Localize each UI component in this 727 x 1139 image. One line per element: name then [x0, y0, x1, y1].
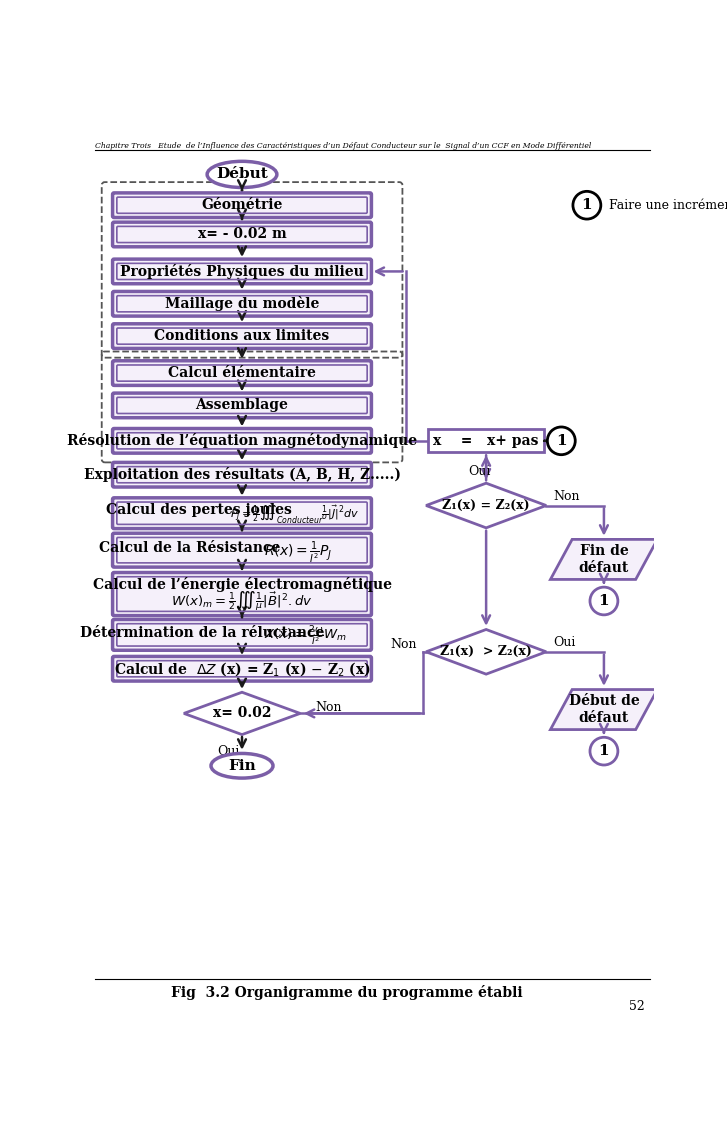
Polygon shape — [550, 540, 657, 580]
Text: Non: Non — [390, 638, 417, 650]
Text: Début de
défaut: Début de défaut — [569, 695, 639, 724]
Polygon shape — [550, 689, 657, 730]
Text: Fin de
défaut: Fin de défaut — [579, 544, 629, 574]
Text: Détermination de la réluctance: Détermination de la réluctance — [79, 626, 324, 640]
Text: $R(x) = \frac{1}{I^2} P_J$: $R(x) = \frac{1}{I^2} P_J$ — [263, 540, 332, 566]
Circle shape — [573, 191, 601, 219]
Text: x    =   x+ pas: x = x+ pas — [433, 434, 539, 448]
Polygon shape — [426, 630, 546, 674]
FancyBboxPatch shape — [113, 428, 371, 453]
Ellipse shape — [211, 754, 273, 778]
FancyBboxPatch shape — [428, 429, 545, 452]
Text: 1: 1 — [582, 198, 593, 212]
FancyBboxPatch shape — [113, 620, 371, 650]
Text: 1: 1 — [556, 434, 566, 448]
Ellipse shape — [207, 162, 277, 188]
Text: Calcul de  $\Delta Z$ (x) = Z$_1$ (x) $-$ Z$_2$ (x): Calcul de $\Delta Z$ (x) = Z$_1$ (x) $-$… — [113, 659, 370, 678]
Text: Assemblage: Assemblage — [196, 399, 289, 412]
Text: x= - 0.02 m: x= - 0.02 m — [198, 228, 286, 241]
FancyBboxPatch shape — [113, 292, 371, 317]
Text: x= 0.02: x= 0.02 — [213, 706, 271, 720]
Text: Z₁(x) = Z₂(x): Z₁(x) = Z₂(x) — [442, 499, 530, 513]
Text: Oui: Oui — [469, 465, 491, 478]
Text: Non: Non — [316, 700, 342, 714]
Circle shape — [547, 427, 575, 454]
Text: Fin: Fin — [228, 759, 256, 772]
FancyBboxPatch shape — [113, 656, 371, 681]
Text: $X(x) = \frac{2\omega}{I^2} W_m$: $X(x) = \frac{2\omega}{I^2} W_m$ — [264, 624, 347, 648]
Text: Géométrie: Géométrie — [201, 198, 283, 212]
Text: Calcul de la Résistance: Calcul de la Résistance — [99, 541, 280, 555]
FancyBboxPatch shape — [113, 393, 371, 418]
FancyBboxPatch shape — [113, 573, 371, 615]
Text: Calcul des pertes joules: Calcul des pertes joules — [106, 503, 292, 517]
Text: Exploitation des résultats (A, B, H, Z.....): Exploitation des résultats (A, B, H, Z..… — [84, 467, 401, 482]
Text: Oui: Oui — [553, 636, 576, 649]
Text: Résolution de l’équation magnétodynamique: Résolution de l’équation magnétodynamiqu… — [67, 433, 417, 449]
Text: Z₁(x)  > Z₂(x): Z₁(x) > Z₂(x) — [440, 646, 532, 658]
FancyBboxPatch shape — [113, 192, 371, 218]
Circle shape — [590, 587, 618, 615]
FancyBboxPatch shape — [113, 222, 371, 247]
Text: Faire une incrémentation par un pas: Faire une incrémentation par un pas — [608, 198, 727, 212]
FancyBboxPatch shape — [113, 498, 371, 528]
Text: Chapitre Trois   Etude  de l’Influence des Caractéristiques d’un Défaut Conducte: Chapitre Trois Etude de l’Influence des … — [95, 142, 591, 150]
Text: 1: 1 — [598, 744, 609, 759]
Text: $P_J = \frac{1}{2}\iiint_{Conducteur}\frac{1}{\sigma}|\vec{J}|^2 dv$: $P_J = \frac{1}{2}\iiint_{Conducteur}\fr… — [230, 503, 359, 526]
Text: Calcul de l’énergie électromagnétique: Calcul de l’énergie électromagnétique — [92, 576, 392, 591]
FancyBboxPatch shape — [113, 259, 371, 284]
Polygon shape — [426, 483, 546, 527]
Text: Propriétés Physiques du milieu: Propriétés Physiques du milieu — [120, 264, 364, 279]
Polygon shape — [184, 693, 300, 735]
Circle shape — [590, 737, 618, 765]
Text: Oui: Oui — [217, 745, 239, 757]
Text: Maillage du modèle: Maillage du modèle — [165, 296, 319, 311]
Text: Fig  3.2 Organigramme du programme établi: Fig 3.2 Organigramme du programme établi — [171, 984, 523, 1000]
FancyBboxPatch shape — [113, 462, 371, 487]
Text: Conditions aux limites: Conditions aux limites — [154, 329, 329, 343]
Text: 1: 1 — [598, 595, 609, 608]
Text: $W(x)_m = \frac{1}{2}\iiint\frac{1}{\mu}|\vec{B}|^2.dv$: $W(x)_m = \frac{1}{2}\iiint\frac{1}{\mu}… — [172, 590, 313, 614]
FancyBboxPatch shape — [113, 361, 371, 385]
FancyBboxPatch shape — [113, 323, 371, 349]
Text: Non: Non — [553, 490, 580, 502]
Text: Début: Début — [216, 167, 268, 181]
FancyBboxPatch shape — [113, 533, 371, 567]
Text: Calcul élémentaire: Calcul élémentaire — [168, 366, 316, 380]
Text: 52: 52 — [630, 1000, 645, 1013]
